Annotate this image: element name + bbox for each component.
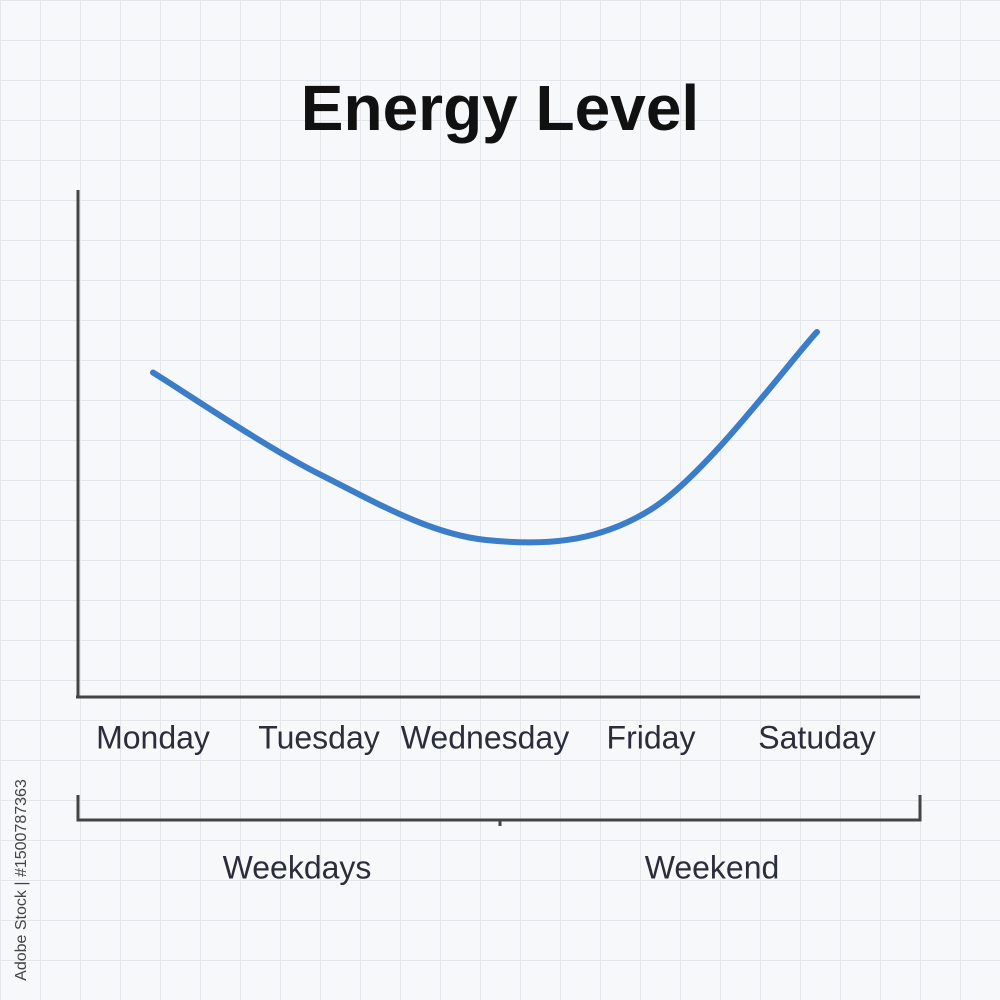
x-tick-label: Wednesday (401, 719, 569, 755)
annotation: Weekend (645, 849, 780, 885)
line (150, 328, 820, 546)
bracket (76, 795, 922, 826)
x-tick-label: Monday (96, 719, 210, 755)
x-tick-label: Tuesday (258, 719, 380, 755)
x-tick-label: Satuday (758, 719, 875, 755)
annotation: Weekdays (223, 849, 372, 885)
x-tick-label: Friday (607, 719, 696, 755)
watermark: Adobe Stock | #1500787363 (13, 779, 30, 981)
chart-title: Energy Level (301, 72, 699, 144)
